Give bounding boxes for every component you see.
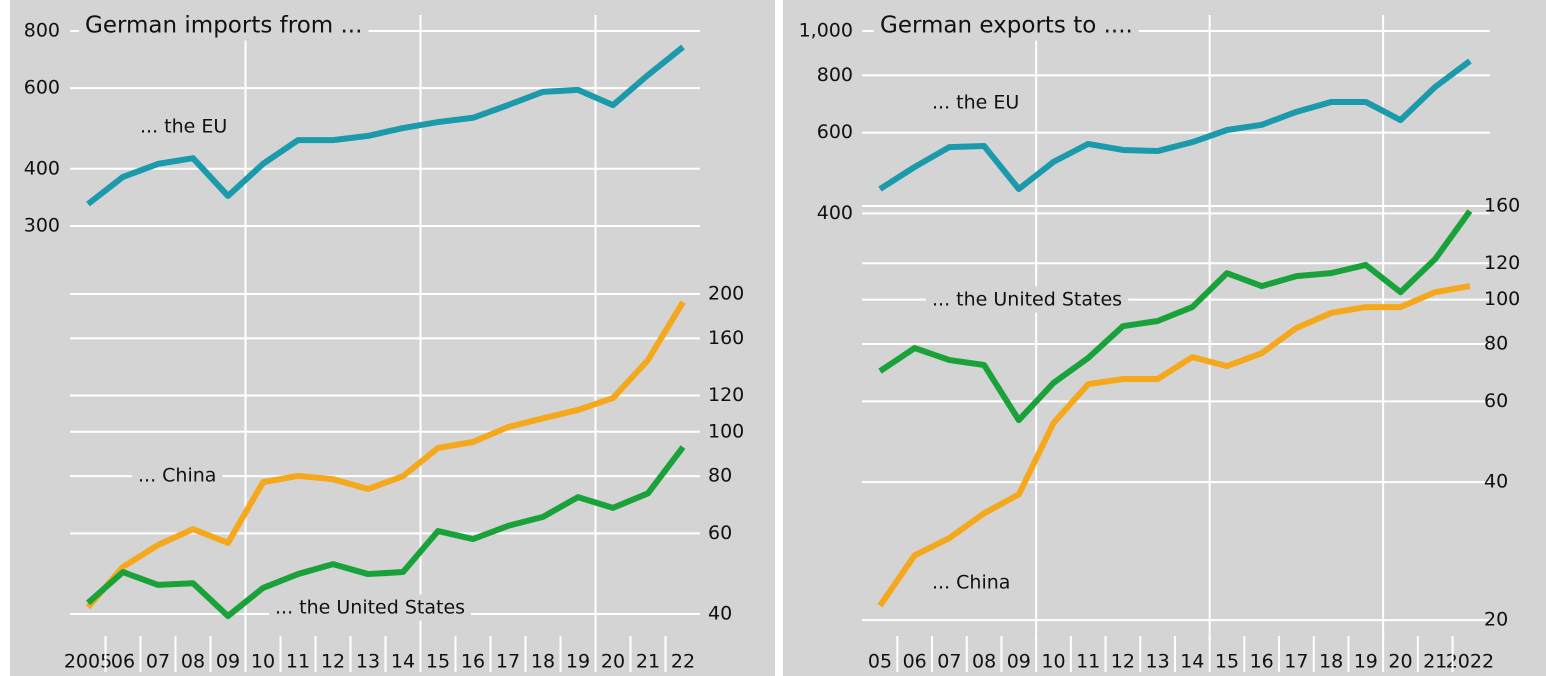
x-tick-label: 12 [1111,651,1135,673]
series-line [85,300,686,610]
x-tick-label: 15 [1215,651,1239,673]
x-tick-label: 16 [1250,651,1274,673]
tick-label: 100 [708,420,744,442]
series-label: ... the United States [275,597,465,619]
x-tick-label: 14 [391,651,415,673]
chart-title: German imports from ... [85,13,362,39]
x-tick-label: 10 [1041,651,1065,673]
x-tick-label: 09 [1007,651,1031,673]
x-tick-label: 06 [111,651,135,673]
x-tick-label: 07 [937,651,961,673]
x-tick-label: 10 [251,651,275,673]
tick-label: 400 [817,202,853,224]
tick-label: 1,000 [799,19,853,41]
tick-label: 300 [24,214,60,236]
x-tick-label: 15 [426,651,450,673]
series-label: ... the EU [140,116,227,138]
x-tick-label: 19 [1354,651,1378,673]
tick-label: 600 [817,121,853,143]
x-tick-label: 16 [461,651,485,673]
tick-label: 160 [1484,194,1520,216]
series-label: ... the EU [932,92,1019,114]
tick-label: 40 [1484,471,1508,493]
tick-label: 400 [24,157,60,179]
tick-label: 40 [708,603,732,625]
label-bg [926,286,1129,313]
label-bg [269,594,472,621]
series-line [86,44,685,207]
x-tick-label: 17 [496,651,520,673]
series-label: ... China [138,465,216,487]
x-tick-label: 20 [1388,651,1412,673]
label-bg [926,89,1026,116]
x-tick-label: 12 [321,651,345,673]
label-bg [134,113,234,140]
x-tick-label: 13 [356,651,380,673]
series-line [878,58,1472,193]
tick-label: 120 [708,384,744,406]
label-bg [132,462,223,489]
series-line [878,209,1473,424]
x-tick-label: 08 [972,651,996,673]
x-tick-label: 22 [671,651,695,673]
x-tick-label: 06 [903,651,927,673]
tick-label: 100 [1484,288,1520,310]
x-tick-label: 18 [531,651,555,673]
chart-title: German exports to .... [880,13,1133,39]
panel-bg [783,0,1546,676]
series-line [877,283,1471,608]
x-tick-label: 11 [1076,651,1100,673]
x-tick-label: 19 [566,651,590,673]
tick-label: 80 [708,465,732,487]
x-tick-label: 08 [181,651,205,673]
tick-label: 20 [1484,609,1508,631]
x-tick-label: 07 [146,651,170,673]
x-tick-label: 17 [1284,651,1308,673]
x-tick-label: 05 [868,651,892,673]
x-tick-label: 18 [1319,651,1343,673]
label-bg [79,10,369,41]
tick-label: 800 [817,64,853,86]
series-label: ... China [932,572,1010,594]
label-bg [926,569,1017,596]
x-tick-label: 13 [1146,651,1170,673]
tick-label: 80 [1484,333,1508,355]
x-tick-label: 09 [216,651,240,673]
tick-label: 120 [1484,252,1520,274]
tick-label: 60 [1484,390,1508,412]
x-tick-label: 21 [1423,651,1447,673]
tick-label: 800 [24,19,60,41]
series-label: ... the United States [932,289,1122,311]
x-tick-label: 20 [601,651,625,673]
tick-label: 60 [708,522,732,544]
x-tick-label: 2005 [64,651,112,673]
x-tick-label: 2022 [1446,651,1494,673]
tick-label: 600 [24,77,60,99]
x-tick-label: 14 [1180,651,1204,673]
tick-label: 160 [708,327,744,349]
label-bg [874,10,1139,41]
x-tick-label: 11 [286,651,310,673]
tick-label: 200 [708,282,744,304]
x-tick-label: 21 [636,651,660,673]
series-line [86,445,686,620]
